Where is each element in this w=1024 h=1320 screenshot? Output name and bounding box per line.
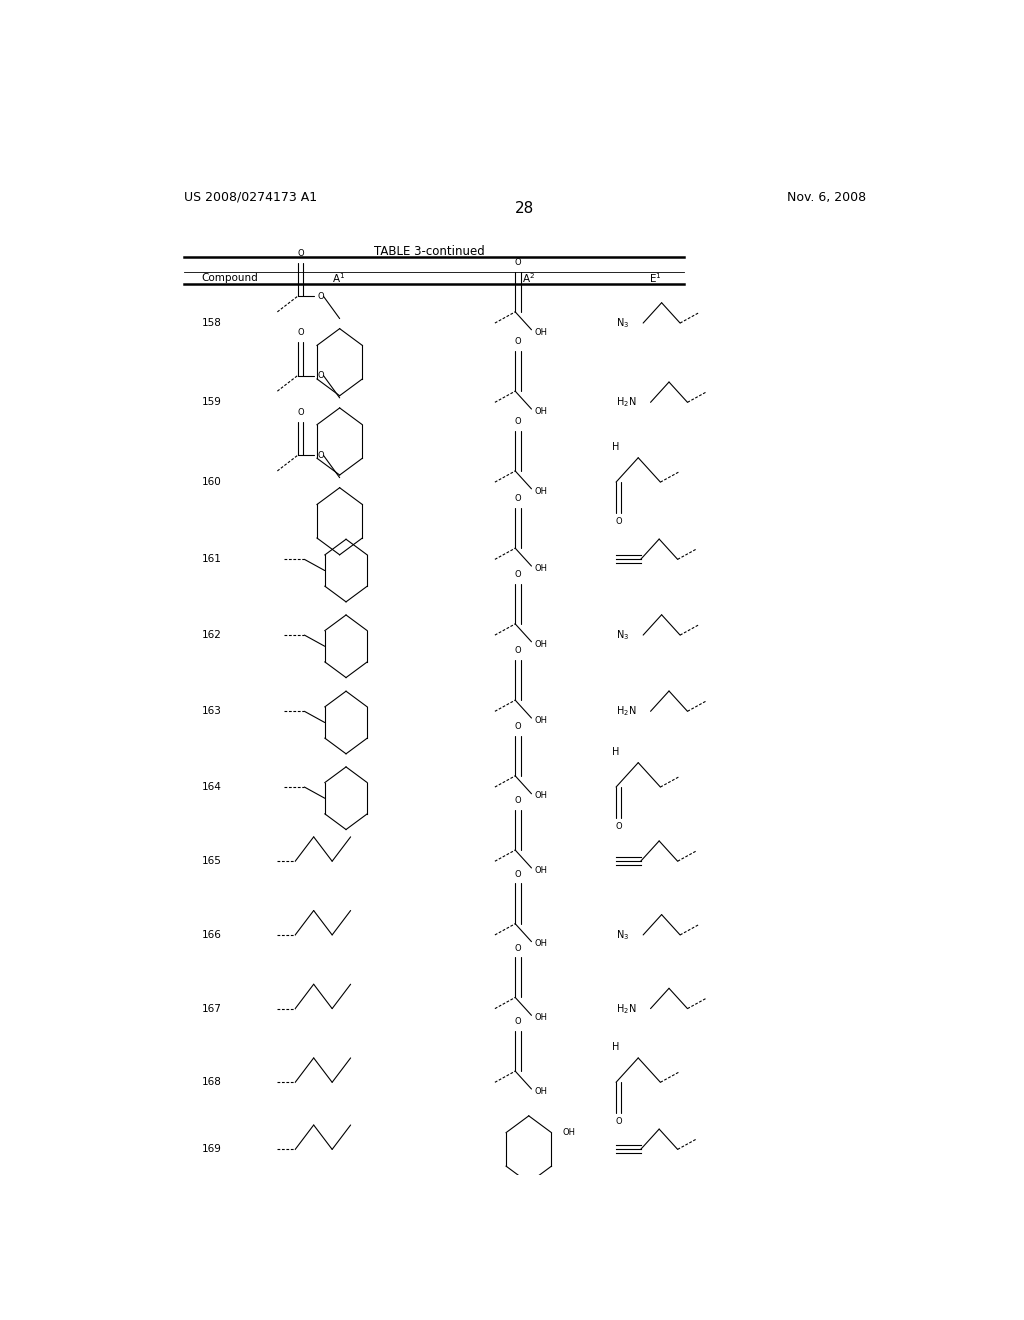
- Text: Nov. 6, 2008: Nov. 6, 2008: [786, 191, 866, 203]
- Text: OH: OH: [535, 327, 547, 337]
- Text: O: O: [515, 417, 521, 426]
- Text: H$_2$N: H$_2$N: [616, 705, 637, 718]
- Text: N$_3$: N$_3$: [616, 628, 629, 642]
- Text: OH: OH: [562, 1129, 575, 1137]
- Text: 28: 28: [515, 201, 535, 216]
- Text: O: O: [515, 1018, 521, 1027]
- Text: 166: 166: [202, 929, 221, 940]
- Text: O: O: [515, 870, 521, 879]
- Text: 162: 162: [202, 630, 221, 640]
- Text: 165: 165: [202, 857, 221, 866]
- Text: 163: 163: [202, 706, 221, 717]
- Text: 169: 169: [202, 1144, 221, 1155]
- Text: N$_3$: N$_3$: [616, 928, 629, 942]
- Text: A$^2$: A$^2$: [522, 272, 536, 285]
- Text: O: O: [515, 259, 521, 267]
- Text: A$^1$: A$^1$: [332, 272, 345, 285]
- Text: H: H: [612, 442, 620, 451]
- Text: O: O: [515, 647, 521, 656]
- Text: O: O: [297, 408, 304, 417]
- Text: 159: 159: [202, 397, 221, 408]
- Text: O: O: [318, 292, 325, 301]
- Text: N$_3$: N$_3$: [616, 317, 629, 330]
- Text: H: H: [612, 1041, 620, 1052]
- Text: OH: OH: [535, 564, 547, 573]
- Text: Compound: Compound: [202, 273, 258, 284]
- Text: E$^1$: E$^1$: [649, 272, 663, 285]
- Text: O: O: [515, 722, 521, 731]
- Text: OH: OH: [535, 1012, 547, 1022]
- Text: O: O: [318, 371, 325, 380]
- Text: 158: 158: [202, 318, 221, 329]
- Text: O: O: [515, 796, 521, 805]
- Text: H$_2$N: H$_2$N: [616, 396, 637, 409]
- Text: H: H: [612, 747, 620, 756]
- Text: 167: 167: [202, 1003, 221, 1014]
- Text: H$_2$N: H$_2$N: [616, 1002, 637, 1015]
- Text: OH: OH: [535, 407, 547, 416]
- Text: O: O: [515, 338, 521, 346]
- Text: 164: 164: [202, 781, 221, 792]
- Text: OH: OH: [535, 940, 547, 948]
- Text: O: O: [515, 944, 521, 953]
- Text: O: O: [615, 821, 622, 830]
- Text: 168: 168: [202, 1077, 221, 1088]
- Text: 160: 160: [202, 477, 221, 487]
- Text: O: O: [515, 570, 521, 579]
- Text: O: O: [615, 516, 622, 525]
- Text: OH: OH: [535, 792, 547, 800]
- Text: 161: 161: [202, 554, 221, 565]
- Text: O: O: [318, 451, 325, 459]
- Text: OH: OH: [535, 487, 547, 495]
- Text: O: O: [297, 249, 304, 259]
- Text: O: O: [615, 1117, 622, 1126]
- Text: OH: OH: [535, 1086, 547, 1096]
- Text: TABLE 3-continued: TABLE 3-continued: [374, 244, 485, 257]
- Text: O: O: [515, 495, 521, 503]
- Text: US 2008/0274173 A1: US 2008/0274173 A1: [183, 191, 316, 203]
- Text: OH: OH: [535, 866, 547, 875]
- Text: O: O: [297, 329, 304, 338]
- Text: OH: OH: [535, 715, 547, 725]
- Text: OH: OH: [535, 639, 547, 648]
